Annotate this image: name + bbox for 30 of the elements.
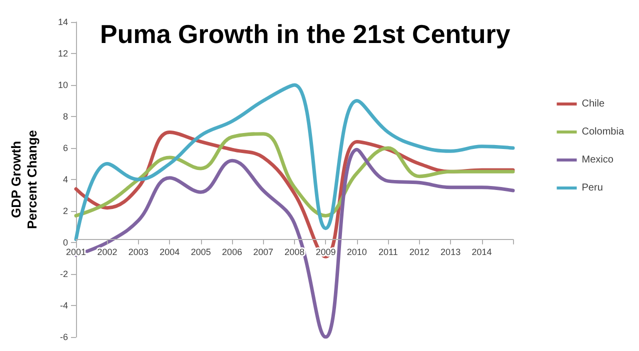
y-tick-label: -2 [60, 269, 68, 279]
legend-label: Colombia [582, 126, 624, 138]
legend-label: Chile [582, 98, 605, 110]
x-tick-label: 2004 [160, 246, 180, 257]
line-series [74, 83, 515, 242]
y-tick-label: 2 [62, 206, 68, 216]
x-tick-label: 2006 [222, 246, 242, 257]
x-tick-label: 2002 [97, 246, 118, 257]
legend-label: Mexico [582, 154, 614, 166]
x-tick-label: 2012 [409, 246, 430, 257]
y-tick-label: 6 [62, 143, 68, 153]
y-axis-title: GDP Growth Percent Change [8, 130, 40, 229]
x-tick-label: 2014 [472, 246, 492, 257]
y-tick-label: 14 [58, 17, 68, 27]
x-tick-label: 2011 [378, 246, 398, 257]
x-tick-label: 2010 [346, 246, 367, 257]
legend-label: Peru [582, 182, 603, 194]
x-tick-label: 2005 [190, 246, 211, 257]
line-series [74, 132, 515, 218]
y-tick-label: 12 [58, 48, 68, 58]
y-tick-label: 0 [62, 238, 68, 248]
y-tick-label: 10 [58, 80, 68, 90]
x-tick-label: 2007 [253, 246, 274, 257]
y-tick-label: 8 [62, 112, 68, 122]
chart-title: Puma Growth in the 21st Century [100, 19, 511, 49]
y-tick-label: -6 [60, 332, 68, 342]
x-tick-label: 2003 [128, 246, 148, 257]
y-tick-label: 4 [62, 174, 68, 184]
y-tick-label: -4 [60, 300, 68, 310]
x-tick-label: 2013 [440, 246, 461, 257]
